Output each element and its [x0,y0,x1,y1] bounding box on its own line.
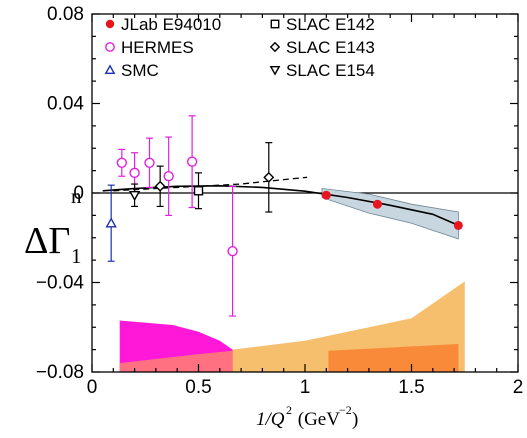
data-point [227,245,238,257]
y-axis-label-subscript: 1 [71,244,82,268]
data-point [372,199,382,209]
legend-label: JLab E94010 [121,15,221,34]
x-tick-label: 1.5 [398,377,424,398]
x-axis-unit: (GeV [293,409,340,430]
x-axis-label-superscript: 2 [286,403,292,417]
data-point [186,156,198,167]
x-tick-label: 1 [300,377,311,398]
axis-titles: ΔΓ 1 n 1/Q 2 (GeV −2 ) [24,184,358,430]
data-point [154,180,166,192]
axes: 0.080.040−0.04−0.080 0.5 1 1.5 2 [36,4,523,398]
data-point [128,190,141,202]
systematic-band-2 [119,350,233,372]
data-point [144,157,155,168]
x-tick-label: 2 [513,377,524,398]
legend-marker [104,64,116,75]
data-point [263,171,275,183]
legend-marker [105,19,115,29]
data-points [105,115,463,317]
legend-entry: HERMES [105,38,194,57]
legend-marker [269,41,281,53]
extrapolation-line [113,176,308,192]
data-point [116,157,128,168]
legend: JLab E94010 HERMES SMC SLAC E142 SLAC E143 SL… [104,15,375,80]
y-tick-label: −0.08 [36,362,84,383]
legend-entry: SMC [104,61,159,80]
x-axis-label: 1/Q [256,409,285,430]
legend-entry: SLAC E154 [269,61,375,80]
legend-label: HERMES [121,38,194,57]
y-axis-label-superscript: n [71,184,82,208]
x-axis-unit-superscript: −2 [339,403,352,417]
x-tick-label: 0.5 [185,377,211,398]
data-point [163,171,174,182]
legend-entry: SLAC E143 [269,38,375,57]
legend-marker [270,19,280,29]
y-tick-label: 0 [73,183,84,204]
legend-label: SMC [121,61,159,80]
legend-marker [105,42,115,52]
legend-label: SLAC E143 [286,38,375,57]
legend-entry: SLAC E142 [270,15,375,34]
y-tick-label: 0.08 [47,4,84,25]
legend-marker [269,65,281,76]
x-tick-label: 0 [87,377,98,398]
legend-entry: JLab E94010 [105,15,221,34]
data-point [105,217,117,228]
y-tick-label: −0.04 [36,273,85,294]
legend-label: SLAC E154 [286,61,375,80]
systematic-band-3 [328,344,459,372]
data-point [321,190,331,200]
y-tick-label: 0.04 [47,94,84,115]
x-axis-unit-close: ) [352,409,358,430]
data-point [129,167,140,179]
data-point [193,186,204,196]
y-axis-label: ΔΓ [24,220,70,262]
legend-label: SLAC E142 [286,15,375,34]
data-point [453,220,463,230]
jlab-error-band [321,188,459,240]
systematic-bands [119,281,465,372]
